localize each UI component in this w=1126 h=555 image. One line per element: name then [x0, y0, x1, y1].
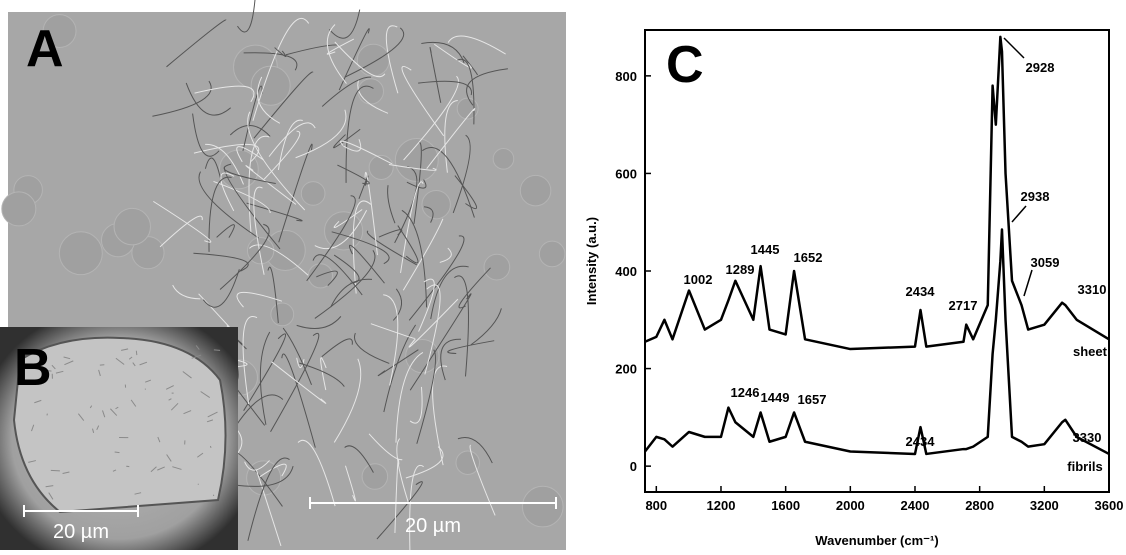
y-tick-label: 0: [630, 459, 637, 474]
peak-label: 2434: [906, 284, 936, 299]
peak-label: 3330: [1073, 430, 1102, 445]
x-tick-label: 2000: [836, 498, 865, 513]
cell-spot: [369, 155, 393, 179]
cell-spot: [251, 66, 290, 105]
cell-spot: [325, 212, 363, 250]
peak-label: 2717: [949, 298, 978, 313]
panel-label: C: [666, 36, 704, 94]
texture: [136, 351, 137, 355]
cell-spot: [2, 192, 36, 226]
cell-spot: [422, 190, 450, 218]
x-tick-label: 2800: [965, 498, 994, 513]
cell-spot: [59, 232, 102, 275]
peak-label: 2434: [906, 434, 936, 449]
y-tick-label: 400: [615, 264, 637, 279]
x-tick-label: 3200: [1030, 498, 1059, 513]
x-axis-label: Wavenumber (cm⁻¹): [815, 533, 938, 548]
panel-label: B: [14, 339, 52, 397]
peak-pointer: [1004, 38, 1032, 296]
cell-spot: [301, 182, 325, 206]
y-tick-label: 200: [615, 362, 637, 377]
y-axis-label: Intensity (a.u.): [584, 217, 599, 305]
cell-spot: [456, 451, 479, 474]
peak-label: 1445: [751, 242, 780, 257]
peak-label: 2938: [1021, 189, 1050, 204]
cell-spot: [539, 241, 565, 267]
cell-spot: [493, 149, 514, 170]
peak-label: 3059: [1031, 255, 1060, 270]
cell-spot: [114, 208, 150, 244]
x-tick-label: 1200: [707, 498, 736, 513]
x-tick-label: 2400: [901, 498, 930, 513]
panel-label: A: [26, 20, 64, 78]
cell-spot: [520, 175, 551, 206]
texture: [51, 470, 60, 471]
chart: 800 1200 1600 2000 2400 2800 3200 3600 0 200 400 60…: [584, 30, 1123, 548]
x-tick-label: 800: [645, 498, 667, 513]
texture: [115, 452, 120, 453]
scale-label: 20 µm: [53, 521, 109, 543]
peak-label: 1657: [798, 392, 827, 407]
peak-label: 2928: [1026, 60, 1055, 75]
peak-label: 1652: [794, 250, 823, 265]
cell-spot: [271, 303, 294, 326]
scale-label: 20 µm: [405, 515, 461, 537]
texture: [210, 446, 211, 448]
peak-label: 1289: [726, 262, 755, 277]
cell-spot: [357, 44, 389, 76]
cell-spot: [484, 254, 510, 280]
cell-spot: [362, 464, 388, 490]
peak-label: 3310: [1078, 282, 1107, 297]
peak-label: 1246: [731, 385, 760, 400]
series-label: sheet: [1073, 344, 1108, 359]
y-tick-label: 600: [615, 166, 637, 181]
cell-spot: [358, 79, 383, 104]
y-tick-label: 800: [615, 69, 637, 84]
peak-label: 1002: [684, 272, 713, 287]
peak-label: 1449: [761, 390, 790, 405]
x-tick-label: 3600: [1095, 498, 1124, 513]
series-label: fibrils: [1067, 459, 1102, 474]
x-tick-label: 1600: [771, 498, 800, 513]
